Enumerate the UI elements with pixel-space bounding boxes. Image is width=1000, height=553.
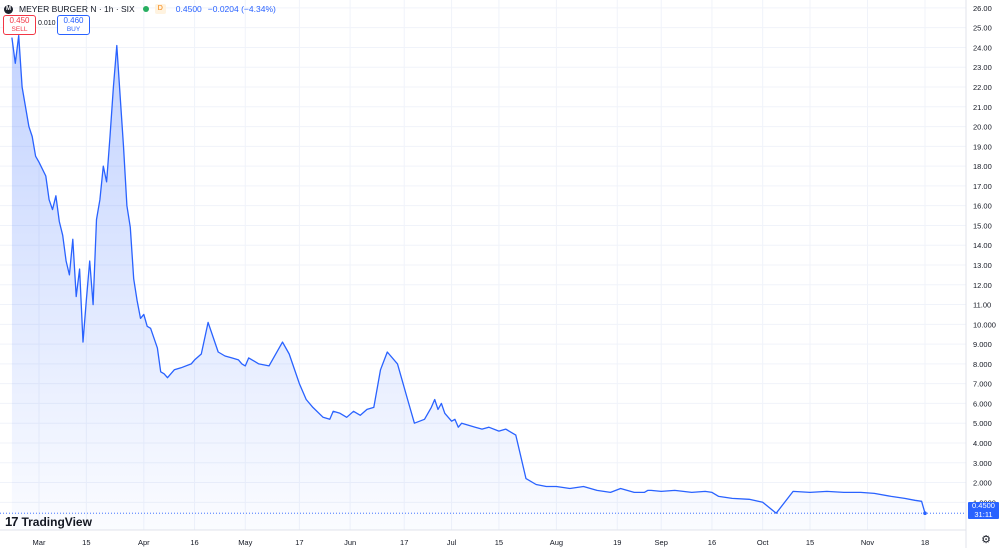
price-change: −0.0204 (−4.34%) bbox=[207, 4, 276, 14]
x-tick-label: 15 bbox=[806, 538, 814, 547]
y-tick-label: 16.00 bbox=[973, 202, 992, 211]
y-tick-label: 21.00 bbox=[973, 103, 992, 112]
y-tick-label: 24.00 bbox=[973, 43, 992, 52]
last-price-point bbox=[923, 511, 927, 515]
y-tick-label: 17.00 bbox=[973, 182, 992, 191]
y-tick-label: 13.00 bbox=[973, 261, 992, 270]
chart-header: M MEYER BURGER N · 1h · SIX D 0.4500 −0.… bbox=[4, 2, 276, 16]
last-price-tag-value: 0.4500 bbox=[972, 501, 995, 510]
x-tick-label: 18 bbox=[921, 538, 929, 547]
x-tick-label: Mar bbox=[33, 538, 46, 547]
buy-button[interactable]: 0.460 BUY bbox=[57, 15, 90, 35]
y-tick-label: 4.000 bbox=[973, 439, 992, 448]
y-tick-label: 12.00 bbox=[973, 281, 992, 290]
x-tick-label: 16 bbox=[708, 538, 716, 547]
tradingview-logo-icon: 17 bbox=[5, 514, 19, 529]
y-tick-label: 26.00 bbox=[973, 4, 992, 13]
y-tick-label: 6.000 bbox=[973, 399, 992, 408]
spread-value: 0.010 bbox=[38, 20, 56, 27]
x-tick-label: 16 bbox=[190, 538, 198, 547]
tradingview-logo[interactable]: 17 TradingView bbox=[5, 514, 92, 529]
sell-button[interactable]: 0.450 SELL bbox=[3, 15, 36, 35]
y-tick-label: 5.000 bbox=[973, 419, 992, 428]
x-tick-label: Jul bbox=[447, 538, 457, 547]
x-tick-label: 17 bbox=[295, 538, 303, 547]
last-price-tag: 0.4500 31:11 bbox=[968, 501, 999, 519]
y-tick-label: 15.00 bbox=[973, 221, 992, 230]
y-tick-label: 3.000 bbox=[973, 459, 992, 468]
sell-label: SELL bbox=[11, 26, 28, 33]
meyer-burger-logo-icon: M bbox=[4, 4, 13, 14]
y-tick-label: 20.00 bbox=[973, 123, 992, 132]
x-tick-label: 15 bbox=[82, 538, 90, 547]
x-tick-label: Oct bbox=[757, 538, 770, 547]
y-tick-label: 19.00 bbox=[973, 142, 992, 151]
y-tick-label: 23.00 bbox=[973, 63, 992, 72]
x-tick-label: 15 bbox=[495, 538, 503, 547]
x-tick-label: 17 bbox=[400, 538, 408, 547]
y-tick-label: 22.00 bbox=[973, 83, 992, 92]
y-tick-label: 18.00 bbox=[973, 162, 992, 171]
price-series-line bbox=[11, 34, 926, 514]
delay-badge[interactable]: D bbox=[154, 4, 166, 14]
y-tick-label: 2.000 bbox=[973, 479, 992, 488]
buy-price: 0.460 bbox=[63, 16, 84, 25]
symbol-title[interactable]: MEYER BURGER N · 1h · SIX bbox=[19, 4, 135, 14]
y-tick-label: 8.000 bbox=[973, 360, 992, 369]
y-tick-label: 11.00 bbox=[973, 301, 991, 310]
x-tick-label: Aug bbox=[550, 538, 563, 547]
gear-icon[interactable]: ⚙ bbox=[981, 534, 991, 546]
y-tick-label: 10.000 bbox=[973, 320, 996, 329]
x-tick-label: May bbox=[238, 538, 252, 547]
tradingview-logo-text: TradingView bbox=[21, 514, 92, 529]
buy-label: BUY bbox=[66, 26, 81, 33]
x-tick-label: 19 bbox=[613, 538, 621, 547]
area-fill bbox=[11, 35, 925, 530]
x-tick-label: Apr bbox=[138, 538, 150, 547]
x-tick-label: Jun bbox=[344, 538, 356, 547]
y-tick-label: 9.000 bbox=[973, 340, 992, 349]
x-tick-label: Sep bbox=[655, 538, 668, 547]
last-price: 0.4500 bbox=[175, 4, 202, 14]
x-tick-label: Nov bbox=[861, 538, 875, 547]
y-tick-label: 25.00 bbox=[973, 24, 992, 33]
y-tick-label: 7.000 bbox=[973, 380, 992, 389]
bar-countdown: 31:11 bbox=[974, 509, 993, 519]
sell-price: 0.450 bbox=[9, 16, 30, 25]
market-status-icon bbox=[142, 6, 149, 12]
y-tick-label: 14.00 bbox=[973, 241, 992, 250]
